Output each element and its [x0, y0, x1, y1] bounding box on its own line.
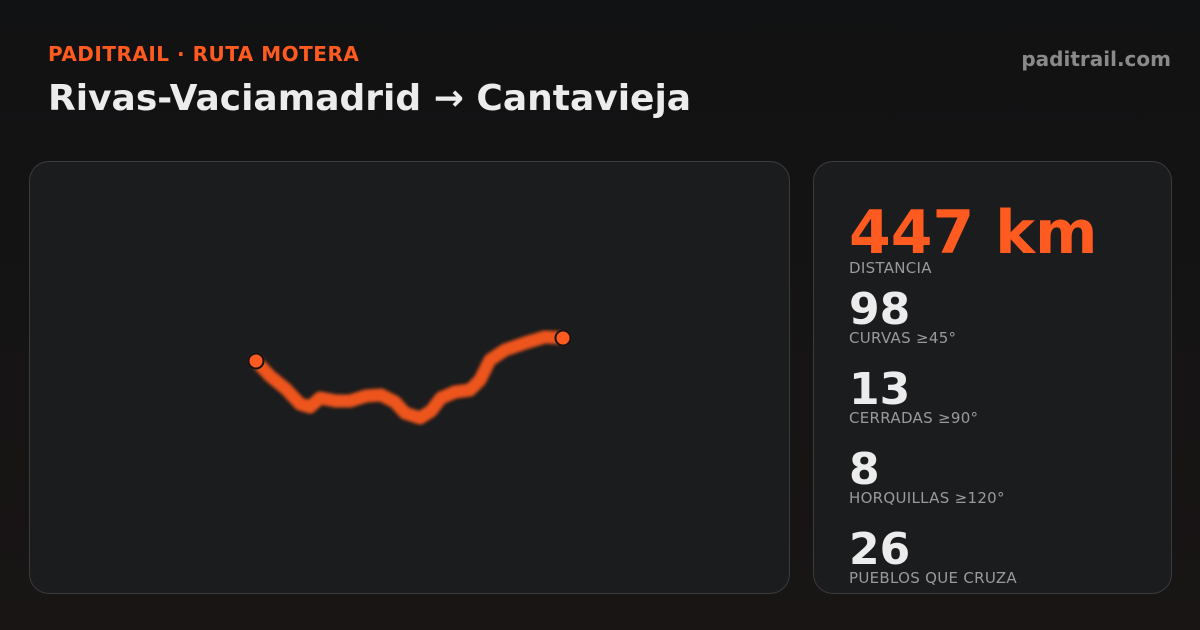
- stat-label: CERRADAS ≥90°: [849, 409, 979, 427]
- route-end: [554, 329, 572, 347]
- stat-label: PUEBLOS QUE CRUZA: [849, 569, 1017, 587]
- stat-label: HORQUILLAS ≥120°: [849, 489, 1005, 507]
- stat: 13 CERRADAS ≥90°: [849, 364, 979, 427]
- stat: 447 km DISTANCIA: [849, 198, 1098, 277]
- route-group: [247, 329, 572, 425]
- route-line: [249, 330, 570, 425]
- route-start: [247, 352, 265, 370]
- kicker: PADITRAIL · RUTA MOTERA: [48, 42, 360, 66]
- stat: 98 CURVAS ≥45°: [849, 284, 957, 347]
- stat: 26 PUEBLOS QUE CRUZA: [849, 524, 1017, 587]
- stat-label: DISTANCIA: [849, 259, 932, 277]
- stat-value: 13: [849, 364, 911, 415]
- stat: 8 HORQUILLAS ≥120°: [849, 444, 1005, 507]
- stat-label: CURVAS ≥45°: [849, 329, 957, 347]
- route-title: Rivas-Vaciamadrid → Cantavieja: [48, 78, 692, 119]
- route-map: [247, 329, 572, 425]
- stat-value: 26: [849, 524, 911, 575]
- stat-value: 447 km: [849, 198, 1098, 268]
- stat-value: 8: [849, 444, 880, 495]
- stat-value: 98: [849, 284, 911, 335]
- site-link: paditrail.com: [1021, 47, 1171, 71]
- stats-panel: 447 km DISTANCIA 98 CURVAS ≥45° 13 CERRADAS…: [813, 161, 1172, 594]
- map-panel: [29, 161, 790, 594]
